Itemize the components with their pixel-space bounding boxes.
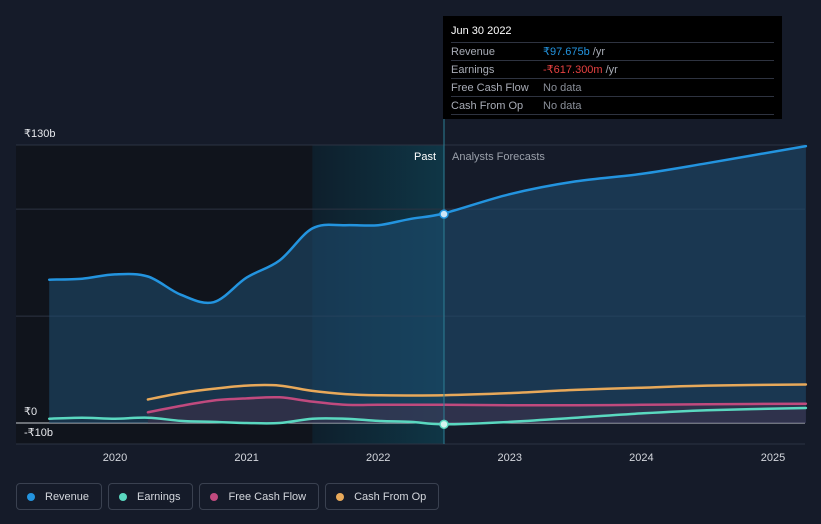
legend-revenue-button[interactable]: Revenue xyxy=(16,483,103,510)
legend-cash-from-op-button[interactable]: Cash From Op xyxy=(325,483,440,510)
revenue-area xyxy=(49,146,806,423)
x-tick-label: 2024 xyxy=(629,452,653,464)
legend-label: Earnings xyxy=(137,490,181,503)
earnings-dot-icon xyxy=(119,492,128,501)
hover-markers xyxy=(439,209,449,430)
tooltip: Jun 30 2022 Revenue ₹97.675b /yr Earning… xyxy=(443,16,782,119)
free-cash-flow-line xyxy=(146,395,808,414)
x-axis-labels: 2020 2021 2022 2023 2024 2025 xyxy=(103,452,785,464)
tooltip-label: Cash From Op xyxy=(451,99,524,112)
tooltip-row-free-cash-flow: Free Cash Flow No data xyxy=(451,78,774,96)
x-tick-label: 2020 xyxy=(103,452,127,464)
cash-from-op-line xyxy=(146,383,808,401)
revenue-dot-icon xyxy=(27,492,35,501)
legend-label: Free Cash Flow xyxy=(228,490,307,503)
tooltip-value: No data xyxy=(543,81,582,94)
cash-from-op-dot-icon xyxy=(336,492,345,501)
earnings-line xyxy=(47,406,808,426)
tooltip-value: -₹617.300m xyxy=(543,64,603,76)
tooltip-date: Jun 30 2022 xyxy=(451,25,512,37)
x-tick-label: 2022 xyxy=(366,452,390,464)
legend-label: Cash From Op xyxy=(354,490,427,503)
legend-label: Revenue xyxy=(45,490,90,503)
tooltip-label: Revenue xyxy=(451,45,496,58)
x-tick-label: 2021 xyxy=(234,452,258,464)
earnings-marker xyxy=(439,419,449,430)
tooltip-row-cash-from-op: Cash From Op No data xyxy=(451,96,774,115)
tooltip-unit: /yr xyxy=(605,63,618,76)
y-tick-label: -₹10b xyxy=(24,427,53,439)
series-lines xyxy=(47,144,808,426)
series-areas xyxy=(49,146,806,423)
y-axis-labels: ₹130b ₹0 -₹10b xyxy=(24,128,55,439)
free-cash-flow-area xyxy=(147,397,806,423)
legend-free-cash-flow-button[interactable]: Free Cash Flow xyxy=(199,483,320,510)
x-tick-label: 2023 xyxy=(498,452,522,464)
forecast-label: Analysts Forecasts xyxy=(452,151,545,163)
legend-earnings-button[interactable]: Earnings xyxy=(108,483,194,510)
x-tick-label: 2025 xyxy=(761,452,785,464)
y-tick-label: ₹0 xyxy=(24,406,37,418)
tooltip-unit: /yr xyxy=(592,45,605,58)
tooltip-row-revenue: Revenue ₹97.675b /yr xyxy=(451,42,774,60)
tooltip-label: Free Cash Flow xyxy=(451,81,529,94)
past-label: Past xyxy=(414,151,436,163)
free-cash-flow-dot-icon xyxy=(210,492,219,501)
legend: Revenue Earnings Free Cash Flow Cash Fro… xyxy=(16,483,440,510)
revenue-line xyxy=(47,144,808,305)
y-tick-label: ₹130b xyxy=(24,128,55,140)
tooltip-row-earnings: Earnings -₹617.300m /yr xyxy=(451,60,774,78)
tooltip-value: ₹97.675b xyxy=(543,46,590,58)
tooltip-value: No data xyxy=(543,99,582,112)
tooltip-label: Earnings xyxy=(451,63,495,76)
revenue-marker xyxy=(439,209,449,219)
